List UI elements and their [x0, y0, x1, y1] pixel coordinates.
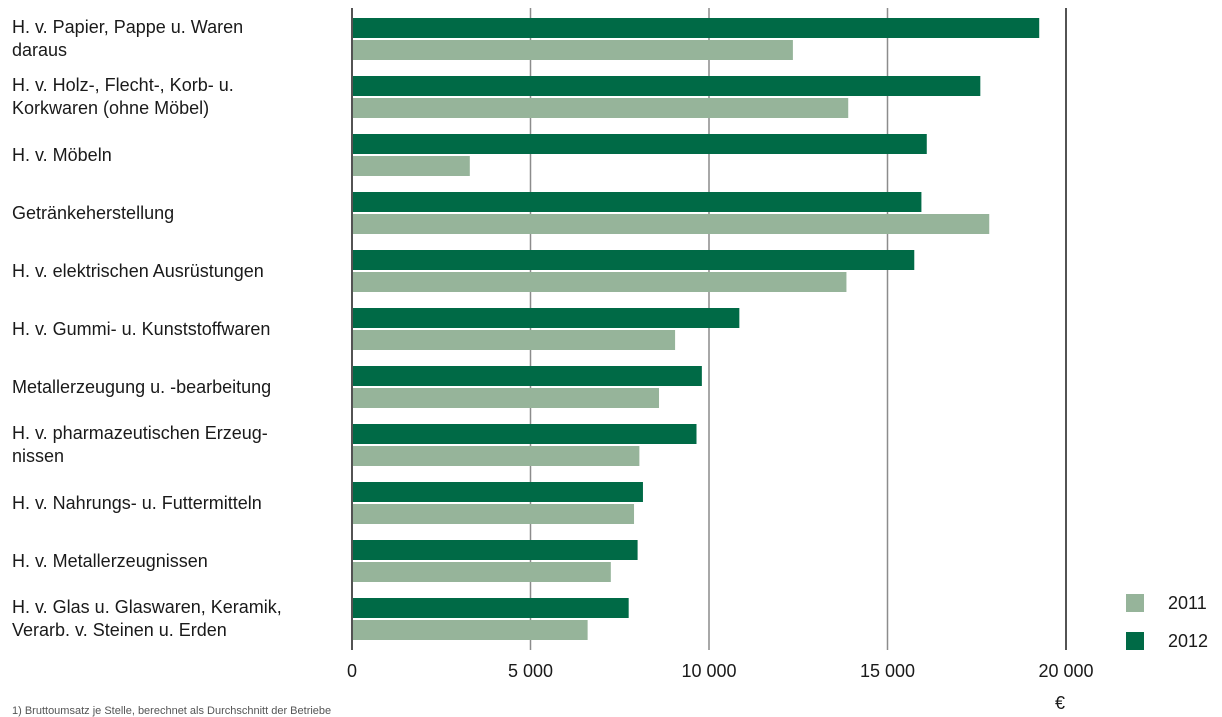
footnote: 1) Bruttoumsatz je Stelle, berechnet als…	[12, 705, 332, 717]
category-label: H. v. Papier, Pappe u. Waren daraus	[12, 16, 342, 62]
bar-2011-4	[353, 272, 847, 292]
category-label-line: H. v. elektrischen Ausrüstungen	[12, 260, 264, 281]
bar-2012-9	[353, 540, 638, 560]
x-tick-label: 5 000	[507, 661, 554, 681]
x-tick-label: 0	[346, 661, 358, 681]
category-label: H. v. Nahrungs- u. Futtermitteln	[12, 492, 342, 515]
legend-label-2011: 2011	[1168, 592, 1207, 613]
category-label: H. v. Metallerzeugnissen	[12, 550, 342, 573]
category-label: Metallerzeugung u. -bearbeitung	[12, 376, 342, 399]
legend-item-2012: 2012	[1126, 622, 1208, 660]
legend-swatch-2012	[1126, 632, 1144, 650]
category-label-line: Verarb. v. Steinen u. Erden	[12, 620, 227, 640]
legend-label-2012: 2012	[1168, 630, 1209, 651]
category-label-line: H. v. Glas u. Glaswaren, Keramik,	[12, 597, 282, 617]
bar-2011-10	[353, 620, 588, 640]
category-label: H. v. Glas u. Glaswaren, Keramik, Verarb.…	[12, 596, 342, 642]
category-label-line: daraus	[12, 40, 68, 60]
x-tick-label: 20 000	[1038, 661, 1094, 681]
category-label-line: Getränkeherstellung	[12, 202, 175, 223]
category-label: Getränkeherstellung	[12, 202, 342, 225]
x-tick-label: 15 000	[859, 661, 916, 681]
bar-2012-2	[353, 134, 927, 154]
category-label: H. v. elektrischen Ausrüstungen	[12, 260, 342, 283]
legend-item-2011: 2011	[1126, 584, 1208, 622]
bar-2012-6	[353, 366, 702, 386]
bar-2012-4	[353, 250, 915, 270]
category-label: H. v. Holz-, Flecht-, Korb- u. Korkwaren …	[12, 74, 342, 120]
category-label-line: H. v. Gummi- u. Kunststoffwaren	[12, 318, 271, 339]
category-label: H. v. Möbeln	[12, 144, 342, 167]
bar-2011-8	[353, 504, 635, 524]
category-label-line: nissen	[12, 446, 65, 466]
bar-2011-0	[353, 40, 793, 60]
category-label-line: H. v. Möbeln	[12, 144, 112, 165]
bar-2011-9	[353, 562, 611, 582]
bar-2012-8	[353, 482, 643, 502]
bar-2012-1	[353, 76, 981, 96]
bar-2012-0	[353, 18, 1040, 38]
bar-2011-1	[353, 98, 849, 118]
bar-2011-7	[353, 446, 640, 466]
x-axis-unit-label: €	[1054, 693, 1066, 713]
category-label: H. v. Gummi- u. Kunststoffwaren	[12, 318, 342, 341]
category-label-line: H. v. pharmazeutischen Erzeug-	[12, 423, 268, 443]
category-label-line: H. v. Nahrungs- u. Futtermitteln	[12, 492, 262, 513]
bar-2011-5	[353, 330, 676, 350]
legend: 2011 2012	[1126, 584, 1208, 660]
bar-2012-7	[353, 424, 697, 444]
bar-2012-5	[353, 308, 740, 328]
bar-2011-3	[353, 214, 990, 234]
x-tick-label: 10 000	[681, 661, 737, 681]
category-label-line: H. v. Papier, Pappe u. Waren	[12, 17, 244, 37]
category-label-line: Metallerzeugung u. -bearbeitung	[12, 376, 272, 397]
category-label-line: H. v. Holz-, Flecht-, Korb- u.	[12, 75, 234, 95]
category-label-line: Korkwaren (ohne Möbel)	[12, 98, 210, 118]
bar-2011-6	[353, 388, 660, 408]
category-label: H. v. pharmazeutischen Erzeug-nissen	[12, 422, 342, 468]
bar-2011-2	[353, 156, 470, 176]
bar-2012-3	[353, 192, 922, 212]
category-label-line: H. v. Metallerzeugnissen	[12, 550, 208, 571]
legend-swatch-2011	[1126, 594, 1144, 612]
bar-2012-10	[353, 598, 629, 618]
